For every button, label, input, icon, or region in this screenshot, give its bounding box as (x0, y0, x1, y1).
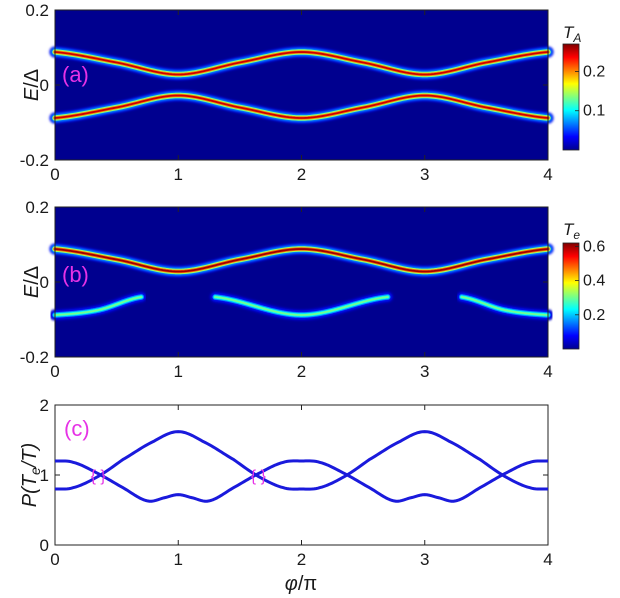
line-series (54, 430, 549, 503)
y-tick-label: 0 (40, 76, 49, 95)
cb-title-main: T (563, 220, 575, 239)
colorbar-title-b: Te (563, 220, 580, 242)
x-tick-label: 2 (297, 165, 306, 184)
cb-title-sub: A (572, 31, 581, 45)
band-lower (54, 94, 549, 119)
band-upper (54, 248, 549, 273)
y-axis-label-b: E/Δ (21, 266, 43, 298)
x-tick-label: 2 (297, 550, 306, 569)
annotations: { } { } (91, 468, 267, 485)
x-tick-label: 2 (297, 362, 306, 381)
x-label-sep: /π (298, 573, 317, 595)
colorbar-b (562, 242, 580, 350)
x-tick-label: 4 (543, 362, 552, 381)
panel-a: 0 1 2 3 4-0.200.2 (a) E/Δ TA 0.10.2 (20, 1, 606, 184)
cb-title-sub: e (573, 228, 580, 242)
y-tick-label: 0.2 (25, 1, 49, 20)
y-tick-label: -0.2 (20, 348, 49, 367)
y-tick-label: 2 (40, 396, 49, 415)
x-tick-label: 0 (50, 362, 59, 381)
panel-label-c: (c) (64, 416, 90, 441)
colorbar-tick-label: 0.4 (583, 273, 605, 290)
series-line-1 (54, 430, 549, 491)
x-tick-label: 4 (543, 165, 552, 184)
x-axis-label-c: φ/π (285, 573, 317, 595)
x-tick-label: 0 (50, 550, 59, 569)
heatmap-background (55, 10, 548, 160)
y-tick-label: 0 (40, 536, 49, 555)
y-axis-label-c: P(Te/T) (19, 443, 43, 507)
heatmap-background (55, 207, 548, 357)
x-tick-label: 3 (420, 550, 429, 569)
colorbar-tick-label: 0.1 (583, 103, 605, 120)
y-label-main: E (21, 87, 43, 101)
colorbar-a (562, 43, 580, 151)
colorbar-ticks: 0.1 0.2 (575, 63, 605, 120)
colorbar-tick-label: 0.2 (583, 307, 605, 324)
y-axis-label-a: E/Δ (21, 69, 43, 101)
axis-ticks: 0 1 2 3 4-0.200.2 (20, 198, 553, 381)
cb-title-main: T (563, 23, 575, 42)
y-tick-label: 0.2 (25, 198, 49, 217)
series-line-2 (54, 459, 549, 503)
panel-label-a: (a) (62, 62, 89, 87)
axis-ticks: 0 1 2 3 4 0 1 2 (40, 396, 553, 569)
panel-c: 0 1 2 3 4 0 1 2 { } { } (c) P(Te/T) φ/π (19, 396, 553, 595)
y-label-suffix: /T) (19, 443, 41, 469)
y-tick-label: 1 (40, 466, 49, 485)
crossing-annotation: { } (91, 468, 107, 485)
panel-label-b: (b) (62, 262, 89, 287)
x-tick-label: 1 (174, 165, 183, 184)
x-tick-label: 1 (174, 362, 183, 381)
x-label-main: φ (285, 573, 298, 595)
y-tick-label: 0 (40, 273, 49, 292)
panel-b: 0 1 2 3 4-0.200.2 (b) E/Δ Te 0.20.40.6 (20, 198, 606, 381)
y-label-sep: /Δ (21, 69, 43, 88)
x-tick-label: 3 (420, 362, 429, 381)
band-lower-mid (214, 296, 389, 316)
colorbar-tick-label: 0.2 (583, 63, 605, 80)
y-label-sep: /Δ (21, 266, 43, 285)
heatmap-bands (49, 243, 554, 321)
band-upper (54, 51, 549, 76)
axes-frame (54, 404, 549, 546)
y-label-main: E (21, 284, 43, 298)
y-tick-label: -0.2 (20, 151, 49, 170)
crossing-annotation: { } (251, 468, 267, 485)
y-label-sub: e (27, 467, 43, 475)
axis-ticks: 0 1 2 3 4-0.200.2 (20, 1, 553, 184)
colorbar-tick-label: 0.6 (583, 238, 605, 255)
y-label-prefix: P( (19, 485, 41, 507)
x-tick-label: 0 (50, 165, 59, 184)
x-tick-label: 3 (420, 165, 429, 184)
y-label-t: T (19, 473, 41, 487)
x-tick-label: 1 (174, 550, 183, 569)
band-lower-right (460, 296, 549, 316)
colorbar-title-a: TA (563, 23, 581, 45)
heatmap-bands (49, 46, 554, 124)
colorbar-ticks: 0.2 0.4 0.6 (575, 238, 605, 324)
band-lower-left (54, 296, 143, 316)
x-tick-label: 4 (543, 550, 552, 569)
